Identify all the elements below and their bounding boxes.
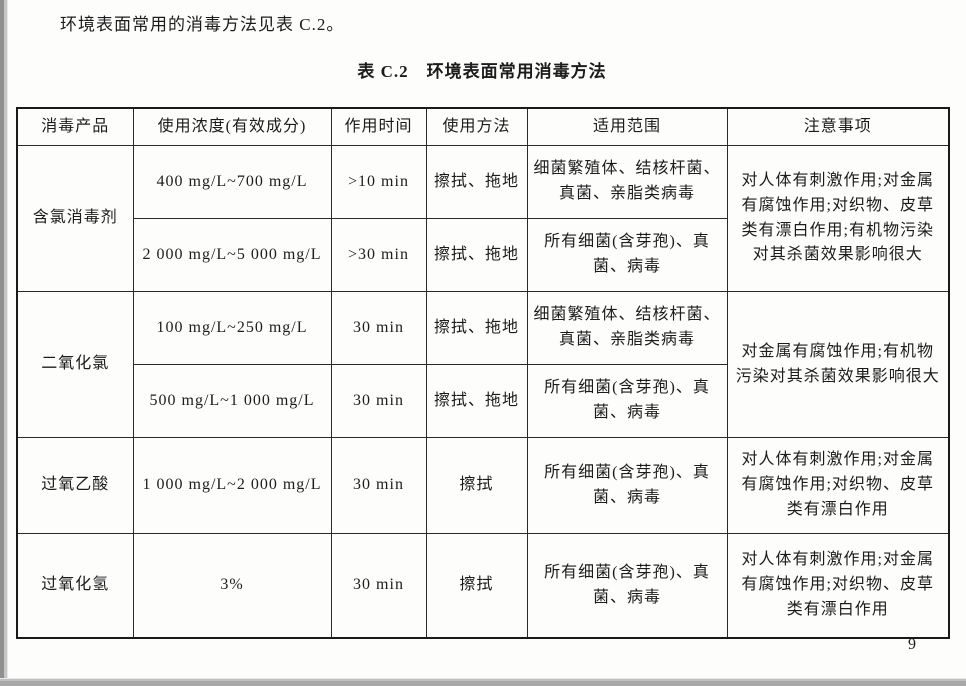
notes-cell: 对人体有刺激作用;对金属有腐蚀作用;对织物、皮草类有漂白作用: [726, 437, 950, 534]
notes-cell: 对人体有刺激作用;对金属有腐蚀作用;对织物、皮草类有漂白作用: [726, 533, 950, 639]
table-row: 2 000 mg/L~5 000 mg/L >30 min 擦拭、拖地 所有细菌…: [17, 218, 949, 292]
method-cell: 擦拭、拖地: [425, 218, 528, 292]
table-title: 表 C.2 环境表面常用消毒方法: [357, 62, 607, 81]
concentration-cell: 3%: [132, 533, 332, 639]
notes-cell: 对金属有腐蚀作用;有机物污染对其杀菌效果影响很大: [726, 291, 950, 438]
scope-cell: 细菌繁殖体、结核杆菌、真菌、亲脂类病毒: [526, 291, 728, 365]
scope-cell: 所有细菌(含芽孢)、真菌、病毒: [526, 218, 728, 292]
scan-edge-left: [0, 0, 8, 686]
table-row: 500 mg/L~1 000 mg/L 30 min 擦拭、拖地 所有细菌(含芽…: [17, 364, 949, 438]
disinfection-methods-table: 消毒产品 使用浓度(有效成分) 作用时间 使用方法 适用范围 注意事项 含氯消毒…: [16, 107, 950, 639]
table-row: 过氧乙酸 1 000 mg/L~2 000 mg/L 30 min 擦拭 所有细…: [16, 437, 950, 534]
scan-edge-bottom: [0, 678, 966, 686]
header-time: 作用时间: [330, 107, 427, 146]
table-row: 含氯消毒剂 400 mg/L~700 mg/L >10 min 擦拭、拖地 细菌…: [16, 145, 950, 292]
header-method: 使用方法: [425, 107, 528, 146]
method-cell: 擦拭、拖地: [425, 145, 528, 219]
scope-cell: 所有细菌(含芽孢)、真菌、病毒: [526, 364, 728, 438]
scope-cell: 细菌繁殖体、结核杆菌、真菌、亲脂类病毒: [526, 145, 728, 219]
header-notes: 注意事项: [726, 107, 950, 146]
method-cell: 擦拭、拖地: [425, 364, 528, 438]
time-cell: 30 min: [330, 291, 427, 365]
notes-cell: 对人体有刺激作用;对金属有腐蚀作用;对织物、皮草类有漂白作用;有机物污染对其杀菌…: [726, 145, 950, 292]
time-cell: >10 min: [330, 145, 427, 219]
header-product: 消毒产品: [16, 107, 134, 146]
method-cell: 擦拭、拖地: [425, 291, 528, 365]
table-row: 二氧化氯 100 mg/L~250 mg/L 30 min 擦拭、拖地 细菌繁殖…: [16, 291, 950, 438]
header-concentration: 使用浓度(有效成分): [132, 107, 332, 146]
header-scope: 适用范围: [526, 107, 728, 146]
table-row: 过氧化氢 3% 30 min 擦拭 所有细菌(含芽孢)、真菌、病毒 对人体有刺激…: [16, 533, 950, 639]
scope-cell: 所有细菌(含芽孢)、真菌、病毒: [526, 437, 728, 534]
page-number: 9: [908, 636, 916, 653]
time-cell: >30 min: [330, 218, 427, 292]
time-cell: 30 min: [330, 533, 427, 639]
product-cell: 过氧乙酸: [16, 437, 134, 534]
product-cell: 过氧化氢: [16, 533, 134, 639]
product-cell: 二氧化氯: [16, 291, 134, 438]
concentration-cell: 1 000 mg/L~2 000 mg/L: [132, 437, 332, 534]
header-row: 消毒产品 使用浓度(有效成分) 作用时间 使用方法 适用范围 注意事项: [16, 107, 950, 146]
concentration-cell: 2 000 mg/L~5 000 mg/L: [132, 218, 332, 292]
method-cell: 擦拭: [425, 437, 528, 534]
time-cell: 30 min: [330, 437, 427, 534]
scope-cell: 所有细菌(含芽孢)、真菌、病毒: [526, 533, 728, 639]
intro-paragraph: 环境表面常用的消毒方法见表 C.2。: [60, 15, 345, 34]
concentration-cell: 100 mg/L~250 mg/L: [132, 291, 332, 365]
product-cell: 含氯消毒剂: [16, 145, 134, 292]
concentration-cell: 400 mg/L~700 mg/L: [132, 145, 332, 219]
time-cell: 30 min: [330, 364, 427, 438]
concentration-cell: 500 mg/L~1 000 mg/L: [132, 364, 332, 438]
method-cell: 擦拭: [425, 533, 528, 639]
